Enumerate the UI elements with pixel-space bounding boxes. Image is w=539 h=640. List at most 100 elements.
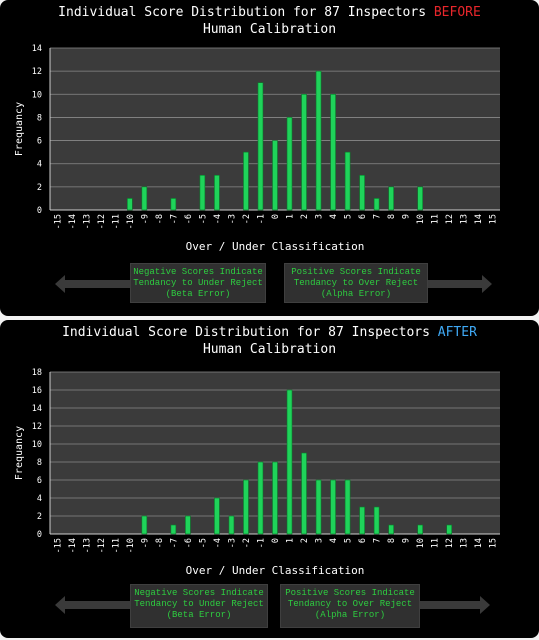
- x-tick-label: 9: [402, 538, 412, 543]
- x-tick-label: 10: [416, 214, 426, 224]
- x-tick-label: 13: [460, 538, 470, 548]
- note-negative-line3: (Beta Error): [166, 610, 232, 620]
- bar: [243, 479, 249, 535]
- note-negative: Negative Scores Indicate Tendancy to Und…: [130, 584, 268, 628]
- bar: [127, 198, 133, 211]
- title-main: Individual Score Distribution for 87 Ins…: [62, 325, 430, 340]
- x-tick-label: -13: [82, 538, 92, 553]
- x-tick-label: -4: [213, 214, 223, 224]
- x-tick-label: 14: [474, 538, 484, 548]
- bar: [315, 479, 322, 535]
- left-arrow-icon: [55, 275, 65, 293]
- chart-panel-before: Individual Score Distribution for 87 Ins…: [0, 0, 539, 316]
- x-tick-label: -14: [68, 214, 78, 229]
- left-arrow-shaft: [64, 601, 134, 609]
- y-tick-label: 6: [37, 137, 42, 147]
- bar: [446, 524, 452, 535]
- bar: [141, 515, 148, 535]
- x-tick-label: 2: [300, 214, 310, 219]
- bar: [228, 515, 235, 535]
- right-arrow-shaft: [427, 280, 485, 288]
- y-tick-label: 2: [37, 183, 42, 193]
- x-tick-label: -14: [68, 538, 78, 553]
- x-tick-label: -6: [184, 214, 194, 224]
- y-axis-label: Frequancy: [14, 102, 25, 156]
- x-tick-label: -3: [227, 214, 237, 224]
- y-tick-label: 16: [32, 386, 42, 396]
- x-tick-label: -8: [155, 538, 165, 548]
- bar: [141, 186, 148, 211]
- x-tick-label: 5: [344, 214, 354, 219]
- bar: [301, 93, 307, 211]
- x-tick-label: -1: [256, 538, 266, 548]
- note-positive-line1: Positive Scores Indicate: [285, 588, 415, 598]
- x-tick-label: 15: [489, 538, 499, 548]
- right-arrow-icon: [482, 275, 492, 293]
- y-tick-label: 8: [37, 458, 42, 468]
- x-tick-label: -10: [126, 214, 136, 229]
- bar: [388, 186, 394, 211]
- x-tick-label: -1: [256, 214, 266, 224]
- bar: [199, 174, 206, 211]
- x-tick-label: -13: [82, 214, 92, 229]
- left-arrow-shaft: [64, 280, 134, 288]
- x-tick-label: 13: [460, 214, 470, 224]
- bar: [417, 524, 423, 535]
- title-main: Individual Score Distribution for 87 Ins…: [58, 5, 427, 20]
- title-flag: AFTER: [437, 325, 477, 340]
- title-line2: Human Calibration: [202, 22, 337, 37]
- chart-panel-after: Individual Score Distribution for 87 Ins…: [0, 320, 539, 638]
- y-tick-label: 14: [32, 44, 42, 54]
- x-tick-label: 7: [373, 214, 383, 219]
- y-tick-label: 6: [37, 476, 42, 486]
- title-flag: BEFORE: [433, 5, 481, 20]
- y-tick-label: 12: [32, 422, 42, 432]
- x-tick-label: -11: [111, 214, 121, 229]
- x-tick-label: 0: [271, 214, 281, 219]
- bar: [185, 515, 191, 535]
- right-arrow-shaft: [418, 601, 482, 609]
- x-tick-label: 7: [373, 538, 383, 543]
- note-positive: Positive Scores Indicate Tendancy to Ove…: [280, 584, 420, 628]
- x-tick-label: -7: [169, 214, 179, 224]
- note-positive-line3: (Alpha Error): [320, 289, 392, 299]
- bar: [257, 82, 264, 211]
- chart-title: Individual Score Distribution for 87 Ins…: [0, 324, 539, 358]
- x-tick-label: -2: [242, 538, 252, 548]
- y-tick-label: 18: [32, 368, 42, 378]
- x-tick-label: -15: [53, 214, 63, 229]
- x-tick-label: 12: [445, 214, 455, 224]
- x-tick-label: 0: [271, 538, 281, 543]
- x-tick-label: 6: [358, 538, 368, 543]
- bar: [373, 506, 380, 535]
- x-tick-label: -9: [140, 538, 150, 548]
- y-axis-label: Frequancy: [14, 426, 25, 480]
- note-negative-line2: Tendancy to Under Reject: [134, 599, 264, 609]
- x-tick-label: 1: [286, 214, 296, 219]
- x-tick-label: -4: [213, 538, 223, 548]
- y-tick-label: 0: [37, 530, 42, 540]
- bar: [214, 497, 220, 535]
- bar: [170, 524, 177, 535]
- x-tick-label: -11: [111, 538, 121, 553]
- bar: [344, 151, 351, 211]
- x-tick-label: 11: [431, 538, 441, 548]
- bar: [417, 186, 423, 211]
- x-tick-label: 9: [402, 214, 412, 219]
- y-tick-label: 14: [32, 404, 42, 414]
- x-tick-label: -3: [227, 538, 237, 548]
- bar: [170, 198, 177, 211]
- bar: [315, 70, 322, 211]
- note-positive-line3: (Alpha Error): [314, 610, 386, 620]
- note-negative-line2: Tendancy to Under Reject: [133, 278, 263, 288]
- x-tick-label: 11: [431, 214, 441, 224]
- x-tick-label: 15: [489, 214, 499, 224]
- bar: [388, 524, 394, 535]
- x-axis-label: Over / Under Classification: [186, 564, 365, 577]
- y-tick-label: 10: [32, 90, 42, 100]
- x-tick-label: 5: [344, 538, 354, 543]
- x-tick-label: -9: [140, 214, 150, 224]
- x-tick-label: -15: [53, 538, 63, 553]
- bar: [257, 461, 264, 535]
